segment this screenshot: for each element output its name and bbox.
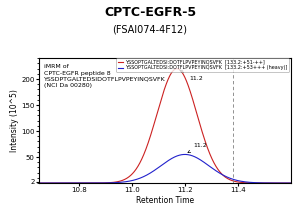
Legend: YSSOPTGALTEDSI:DOTFLPVPEYINQSVFK  [133.2:+51-++], YSSOPTGALTEDSI:DOTFLPVPEYINQSV: YSSOPTGALTEDSI:DOTFLPVPEYINQSVFK [133.2:… [116, 58, 289, 72]
Text: 11.2: 11.2 [180, 70, 203, 82]
Text: CPTC-EGFR-5: CPTC-EGFR-5 [104, 6, 196, 19]
Text: (FSAI074-4F12): (FSAI074-4F12) [112, 25, 188, 35]
Text: iMRM of
CPTC-EGFR peptide 8
YSSDPTGALTEDSIDOTFLPVPEYINQSVFK
(NCI Da 00280): iMRM of CPTC-EGFR peptide 8 YSSDPTGALTED… [44, 64, 166, 88]
Text: 11.2: 11.2 [188, 143, 207, 153]
X-axis label: Retention Time: Retention Time [136, 196, 194, 205]
Y-axis label: Intensity (10^5): Intensity (10^5) [10, 89, 19, 152]
